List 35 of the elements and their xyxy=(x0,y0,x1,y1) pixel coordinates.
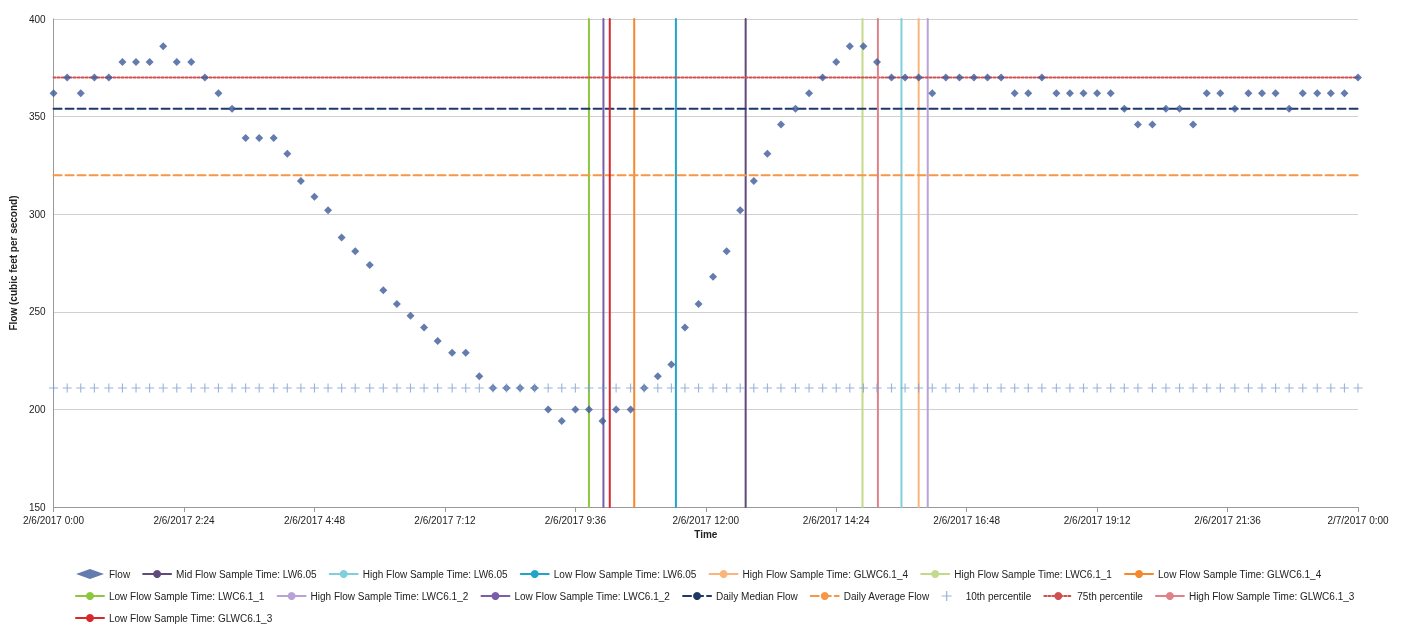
legend-label: Mid Flow Sample Time: LW6.05 xyxy=(176,568,317,580)
y-tick-label: 150 xyxy=(28,501,47,513)
legend-label: Daily Median Flow xyxy=(716,590,799,602)
y-tick-label: 250 xyxy=(28,306,47,318)
x-tick-label: 2/6/2017 7:12 xyxy=(414,514,476,526)
x-tick-label: 2/7/2017 0:00 xyxy=(1327,514,1390,526)
x-tick-label: 2/6/2017 12:00 xyxy=(672,514,740,526)
legend-label: High Flow Sample Time: GLWC6.1_4 xyxy=(742,568,909,580)
y-axis-title: Flow (cubic feet per second) xyxy=(7,195,19,331)
x-tick-label: 2/6/2017 2:24 xyxy=(153,514,216,526)
x-tick-label: 2/6/2017 14:24 xyxy=(802,514,871,526)
legend-label: Daily Average Flow xyxy=(843,590,930,602)
x-axis-title: Time xyxy=(694,529,718,541)
legend-label: High Flow Sample Time: LWC6.1_1 xyxy=(954,568,1113,580)
y-tick-label: 400 xyxy=(28,13,47,25)
legend-label: 75th percentile xyxy=(1077,590,1144,602)
x-tick-label: 2/6/2017 19:12 xyxy=(1063,514,1131,526)
legend-label: Flow xyxy=(109,568,131,580)
x-tick-label: 2/6/2017 21:36 xyxy=(1194,514,1262,526)
legend-label: 10th percentile xyxy=(965,590,1032,602)
x-tick-label: 2/6/2017 9:36 xyxy=(544,514,607,526)
legend-label: High Flow Sample Time: LW6.05 xyxy=(362,568,509,580)
legend-label: Low Flow Sample Time: LWC6.1_1 xyxy=(109,590,265,602)
y-tick-label: 350 xyxy=(28,111,47,123)
x-tick-label: 2/6/2017 4:48 xyxy=(283,514,346,526)
legend-label: Low Flow Sample Time: GLWC6.1_4 xyxy=(1158,568,1322,580)
x-tick-label: 2/6/2017 16:48 xyxy=(933,514,1001,526)
y-tick-label: 200 xyxy=(28,403,47,415)
legend-label: High Flow Sample Time: LWC6.1_2 xyxy=(310,590,469,602)
x-tick-label: 2/6/2017 0:00 xyxy=(23,514,85,526)
legend-label: Low Flow Sample Time: LWC6.1_2 xyxy=(514,590,671,602)
legend-label: Low Flow Sample Time: GLWC6.1_3 xyxy=(109,612,273,624)
legend-label: Low Flow Sample Time: LW6.05 xyxy=(553,568,697,580)
legend-label: High Flow Sample Time: GLWC6.1_3 xyxy=(1188,590,1355,602)
y-tick-label: 300 xyxy=(28,208,47,220)
